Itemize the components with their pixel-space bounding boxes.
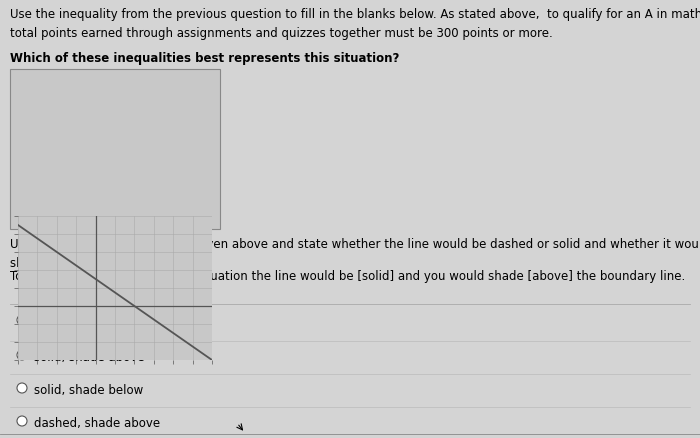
Circle shape	[17, 383, 27, 393]
Text: To graph the inequality for this situation the line would be [solid] and you wou: To graph the inequality for this situati…	[10, 269, 685, 283]
Text: dashed, shade below: dashed, shade below	[34, 315, 159, 328]
Circle shape	[17, 416, 27, 426]
Text: Use the inequality from the previous question to fill in the blanks below. As st: Use the inequality from the previous que…	[10, 8, 700, 40]
Circle shape	[17, 315, 27, 325]
Circle shape	[17, 350, 27, 360]
Text: Which of these inequalities best represents this situation?: Which of these inequalities best represe…	[10, 52, 400, 65]
Text: solid, shade above: solid, shade above	[34, 350, 144, 363]
Text: Use the graph and information given above and state whether the line would be da: Use the graph and information given abov…	[10, 237, 700, 269]
Bar	[10, 70, 220, 230]
Text: dashed, shade above: dashed, shade above	[34, 416, 160, 429]
Text: solid, shade below: solid, shade below	[34, 383, 143, 396]
